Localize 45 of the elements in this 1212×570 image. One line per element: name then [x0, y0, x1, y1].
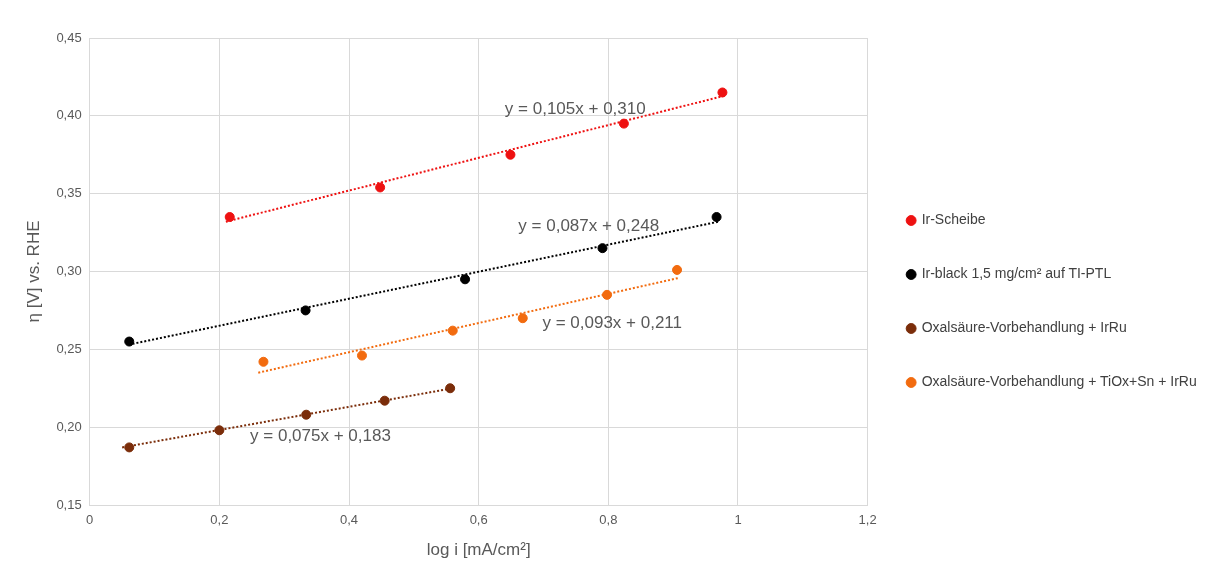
point — [300, 305, 311, 316]
point — [224, 212, 235, 223]
point — [214, 425, 225, 436]
legend-label: Oxalsäure-Vorbehandlung + IrRu — [921, 319, 1127, 336]
y-tick-label: 0,45 — [56, 29, 82, 45]
point — [460, 274, 471, 285]
point — [447, 325, 458, 336]
y-tick-label: 0,20 — [56, 418, 82, 434]
x-tick-label: 1 — [734, 512, 742, 528]
y-tick-label: 0,35 — [56, 185, 82, 201]
y-tick-label: 0,40 — [56, 107, 82, 123]
point — [375, 182, 386, 193]
point — [301, 409, 312, 420]
point — [505, 149, 516, 160]
point — [597, 243, 608, 254]
point — [258, 356, 269, 367]
point — [618, 118, 629, 129]
point — [517, 313, 528, 324]
y-tick-label: 0,30 — [56, 263, 82, 279]
x-tick-label: 0,6 — [469, 512, 488, 528]
y-axis-title: η [V] vs. RHE — [23, 220, 43, 323]
point — [602, 289, 613, 300]
point — [445, 383, 456, 394]
legend-label: Ir-Scheibe — [921, 211, 986, 228]
x-tick-label: 0 — [86, 512, 94, 528]
x-tick-label: 0,4 — [339, 512, 359, 528]
x-tick-label: 0,8 — [599, 512, 618, 528]
y-tick-label: 0,15 — [56, 496, 82, 512]
legend-label: Oxalsäure-Vorbehandlung + TiOx+Sn + IrRu — [921, 373, 1197, 390]
point — [356, 350, 367, 361]
annotation: y = 0,105x + 0,310 — [504, 99, 646, 119]
annotation: y = 0,087x + 0,248 — [518, 216, 660, 236]
annotation: y = 0,075x + 0,183 — [250, 425, 391, 445]
point — [711, 212, 722, 223]
point — [672, 264, 683, 275]
point — [379, 395, 390, 406]
point — [124, 336, 135, 347]
legend-label: Ir-black 1,5 mg/cm² auf TI-PTL — [921, 265, 1112, 282]
point — [717, 87, 728, 98]
point — [124, 442, 135, 453]
y-tick-label: 0,25 — [56, 340, 82, 356]
annotation: y = 0,093x + 0,211 — [542, 312, 683, 332]
x-tick-label: 0,2 — [210, 512, 229, 528]
x-tick-label: 1,2 — [858, 512, 877, 528]
x-axis-title: log i [mA/cm²] — [426, 540, 531, 560]
